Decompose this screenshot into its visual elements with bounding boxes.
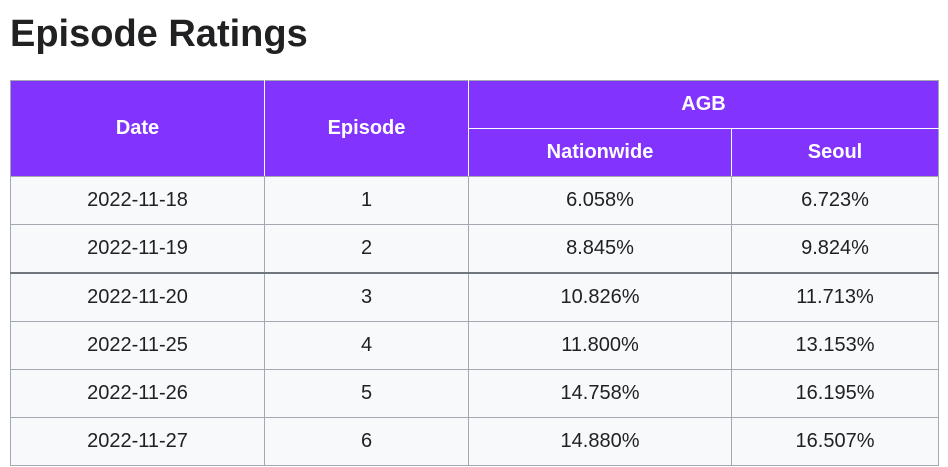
cell-seoul: 13.153% <box>730 321 940 370</box>
cell-nationwide: 8.845% <box>468 224 732 274</box>
page-title: Episode Ratings <box>10 13 308 55</box>
cell-date: 2022-11-25 <box>10 321 265 370</box>
cell-date: 2022-11-27 <box>10 417 265 466</box>
cell-date: 2022-11-20 <box>10 272 265 322</box>
table-row: 2022-11-25 4 11.800% 13.153% <box>10 321 940 370</box>
cell-seoul: 9.824% <box>730 224 940 274</box>
cell-seoul: 16.507% <box>730 417 940 466</box>
ratings-table: Date Episode AGB Nationwide Seoul 2022-1… <box>10 80 940 466</box>
cell-seoul: 6.723% <box>730 176 940 225</box>
cell-date: 2022-11-26 <box>10 369 265 418</box>
table-header: Date Episode AGB Nationwide Seoul <box>10 80 940 177</box>
header-nationwide: Nationwide <box>468 128 732 177</box>
cell-episode: 3 <box>264 272 469 322</box>
cell-nationwide: 10.826% <box>468 272 732 322</box>
cell-nationwide: 6.058% <box>468 176 732 225</box>
cell-nationwide: 14.758% <box>468 369 732 418</box>
cell-episode: 2 <box>264 224 469 274</box>
cell-episode: 1 <box>264 176 469 225</box>
table-row: 2022-11-18 1 6.058% 6.723% <box>10 176 940 225</box>
table-body: 2022-11-18 1 6.058% 6.723% 2022-11-19 2 … <box>10 176 940 466</box>
header-episode: Episode <box>264 80 469 177</box>
cell-date: 2022-11-19 <box>10 224 265 274</box>
header-agb: AGB <box>467 80 940 129</box>
table-row: 2022-11-26 5 14.758% 16.195% <box>10 369 940 418</box>
cell-date: 2022-11-18 <box>10 176 265 225</box>
cell-nationwide: 11.800% <box>468 321 732 370</box>
cell-episode: 4 <box>264 321 469 370</box>
cell-episode: 5 <box>264 369 469 418</box>
header-date: Date <box>10 80 265 177</box>
table-row: 2022-11-27 6 14.880% 16.507% <box>10 417 940 466</box>
header-seoul: Seoul <box>730 128 940 177</box>
table-row: 2022-11-19 2 8.845% 9.824% <box>10 224 940 274</box>
cell-nationwide: 14.880% <box>468 417 732 466</box>
cell-seoul: 16.195% <box>730 369 940 418</box>
table-row: 2022-11-20 3 10.826% 11.713% <box>10 272 940 322</box>
cell-seoul: 11.713% <box>730 272 940 322</box>
cell-episode: 6 <box>264 417 469 466</box>
